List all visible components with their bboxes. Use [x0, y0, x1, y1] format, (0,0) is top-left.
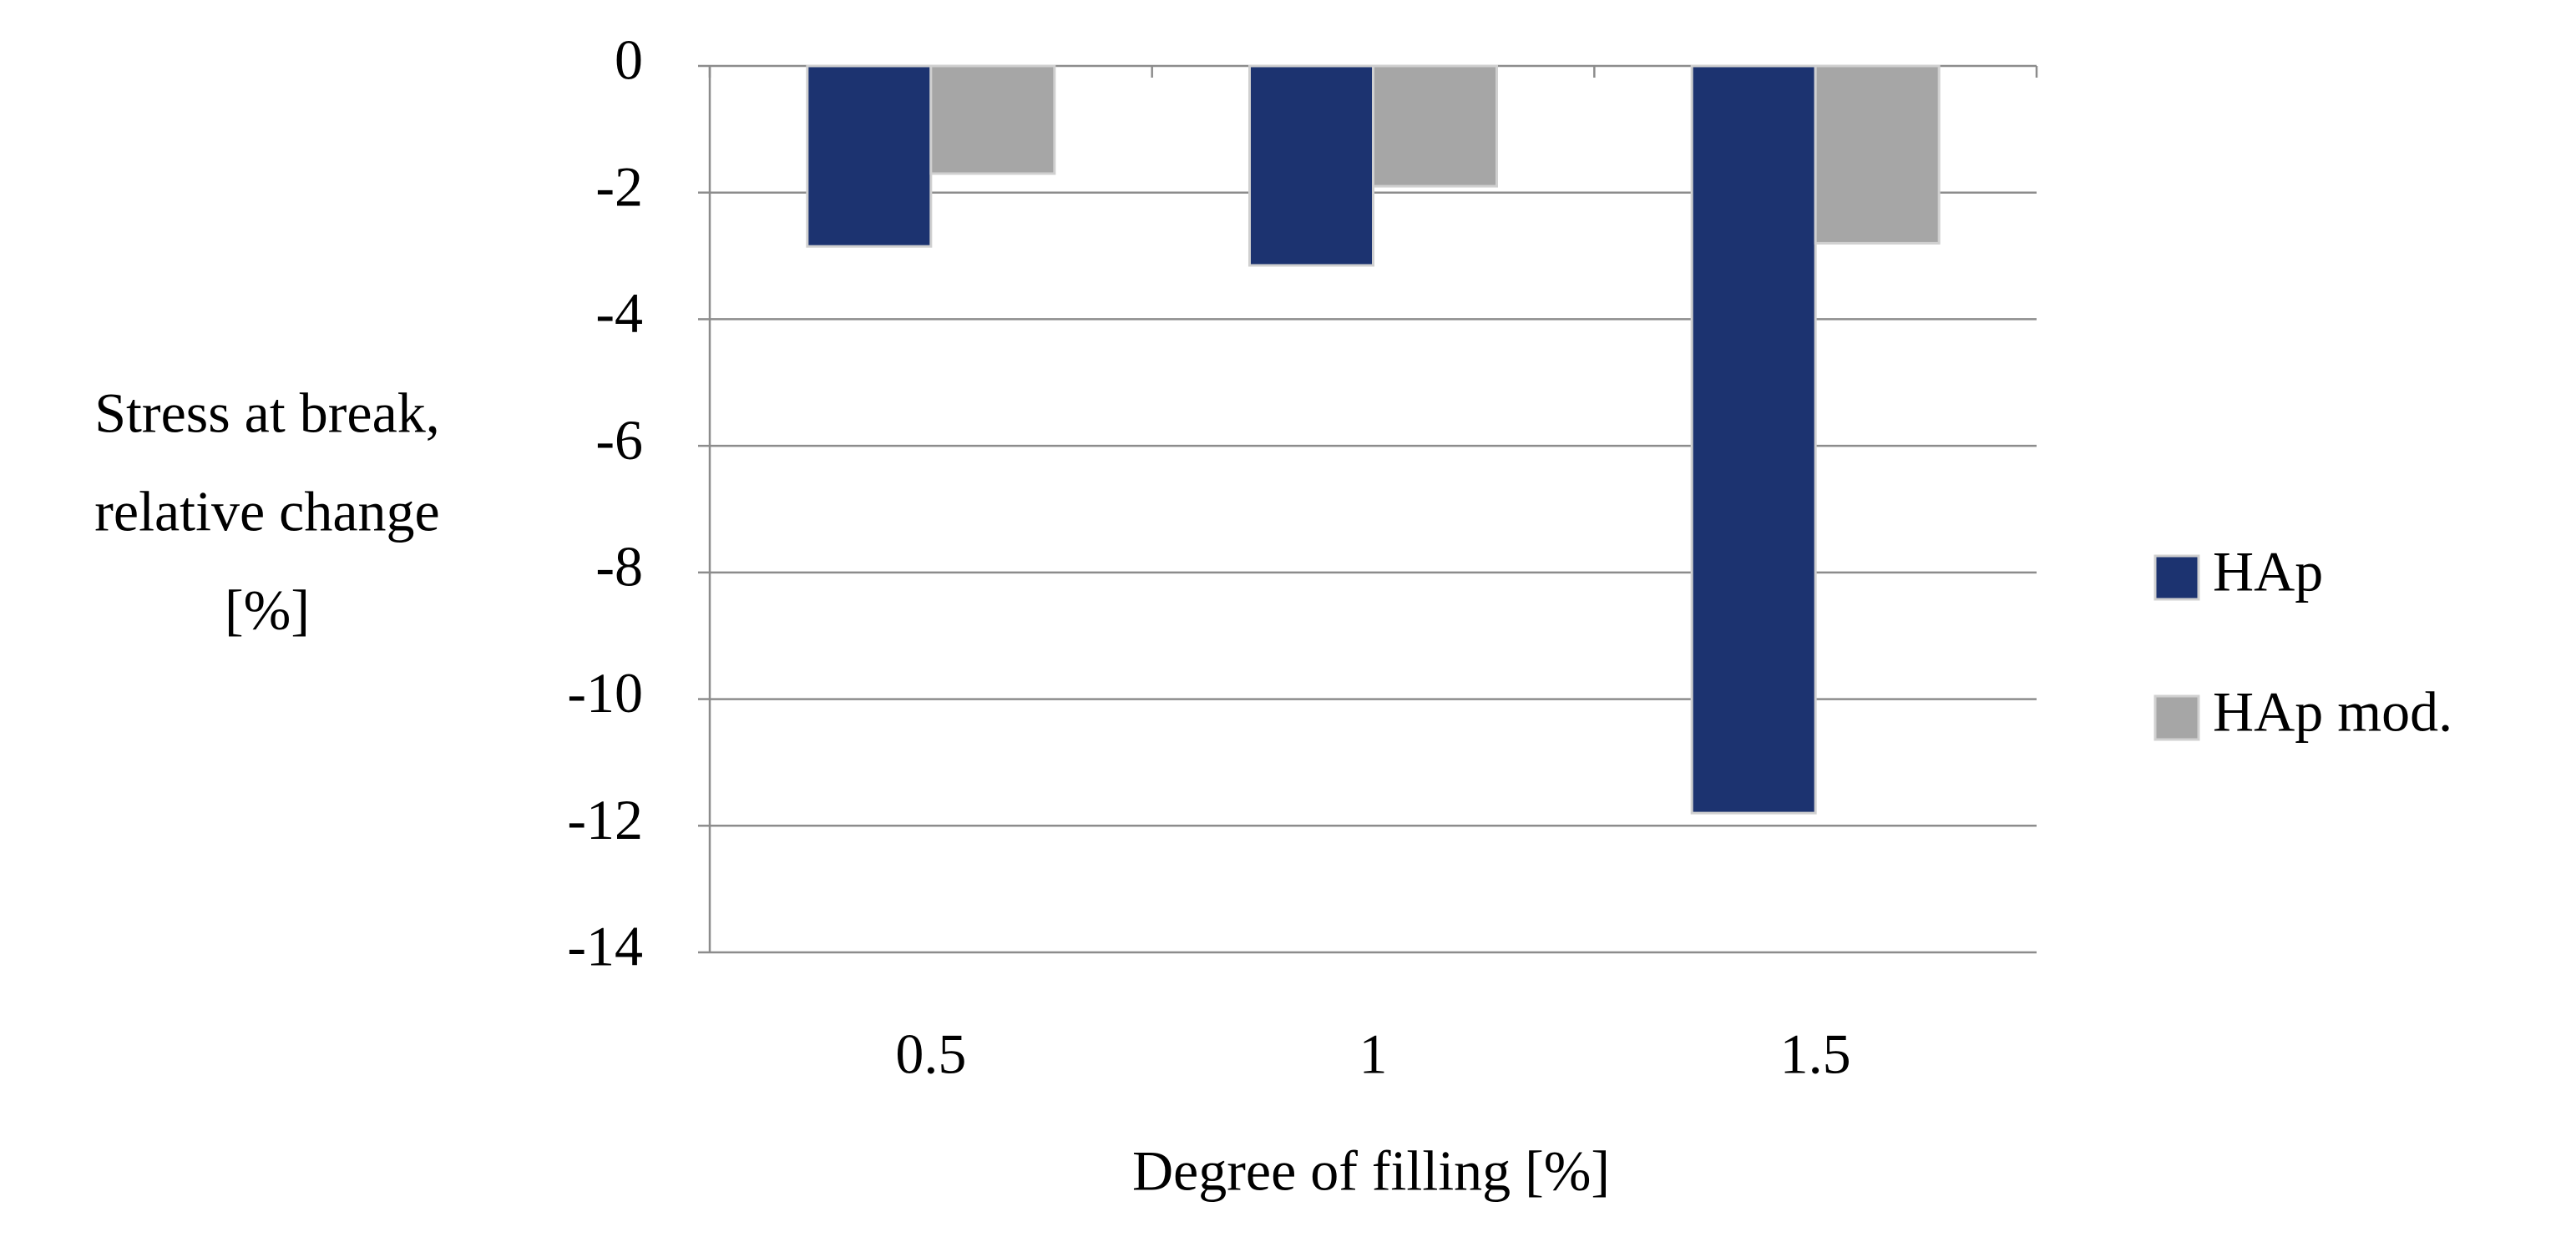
- legend-swatch: [2153, 554, 2200, 601]
- legend-label: HAp: [2213, 540, 2323, 603]
- y-axis-title: [%]: [225, 578, 310, 642]
- legend-swatch: [2153, 694, 2200, 741]
- bar: [1814, 64, 1941, 245]
- x-tick-label: 1.5: [1780, 1022, 1851, 1086]
- bar: [929, 64, 1056, 175]
- y-tick-label: -8: [595, 534, 643, 598]
- y-tick-label: -12: [567, 788, 643, 851]
- y-tick-label: -6: [595, 408, 643, 472]
- y-tick-label: -4: [595, 281, 643, 345]
- y-tick-label: 0: [615, 28, 643, 92]
- y-tick-label: -2: [595, 154, 643, 218]
- y-tick-label: -14: [567, 915, 643, 978]
- y-axis-title: Stress at break,: [94, 381, 440, 445]
- y-tick-label: -10: [567, 661, 643, 724]
- x-axis-title: Degree of filling [%]: [1132, 1139, 1610, 1203]
- x-tick-label: 0.5: [895, 1022, 966, 1086]
- bar: [1248, 64, 1374, 267]
- bar: [1372, 64, 1498, 188]
- bar: [806, 64, 933, 248]
- bar: [1690, 64, 1817, 815]
- x-tick-label: 1: [1359, 1022, 1388, 1086]
- y-axis-title: relative change: [94, 480, 439, 543]
- legend-label: HAp mod.: [2213, 680, 2452, 744]
